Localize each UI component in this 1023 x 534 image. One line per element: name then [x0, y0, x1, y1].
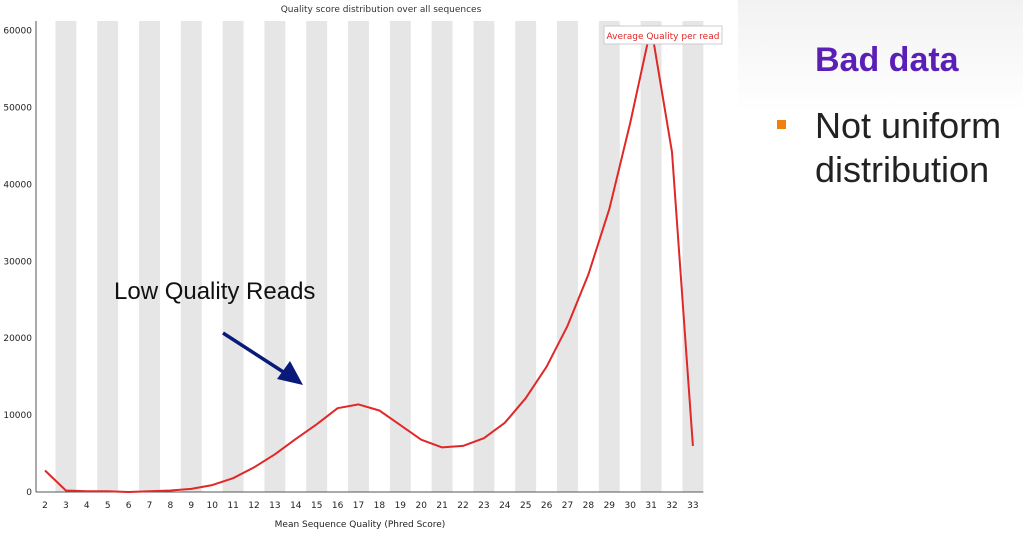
grid-band — [389, 21, 411, 492]
x-tick-label: 12 — [248, 501, 259, 511]
y-ticks: 0 10000 20000 30000 40000 50000 60000 — [3, 27, 32, 498]
x-tick-label: 20 — [415, 501, 427, 511]
grid-bands — [55, 21, 704, 492]
x-tick-label: 24 — [499, 501, 511, 511]
arrow-shaft — [222, 331, 289, 377]
x-tick-label: 6 — [126, 501, 132, 511]
grid-band — [222, 21, 244, 492]
grid-band — [348, 21, 369, 492]
annotation-arrow — [222, 331, 303, 385]
grid-band — [640, 21, 662, 492]
x-tick-label: 14 — [290, 501, 302, 511]
x-tick-label: 11 — [227, 501, 238, 511]
bullet-text: Not uniform distribution — [815, 105, 1002, 190]
x-tick-label: 10 — [206, 501, 218, 511]
x-ticks: 2 3 4 5 6 7 8 9 10 11 12 13 14 15 16 17 18 19 20 21 22 23 24 25… — [42, 501, 698, 511]
y-tick-label: 10000 — [3, 411, 32, 421]
bullet-marker — [777, 120, 786, 129]
annotation-low-quality-reads: Low Quality Reads — [114, 278, 316, 305]
x-tick-label: 26 — [541, 501, 553, 511]
legend: Average Quality per read — [603, 25, 723, 45]
grid-band — [515, 21, 537, 492]
y-tick-label: 50000 — [3, 104, 32, 114]
grid-band — [264, 21, 286, 492]
x-tick-label: 31 — [645, 501, 656, 511]
grid-band — [431, 21, 453, 492]
grid-band — [139, 21, 160, 492]
y-tick-label: 0 — [26, 488, 32, 498]
x-tick-label: 22 — [457, 501, 468, 511]
x-tick-label: 5 — [105, 501, 111, 511]
y-tick-label: 40000 — [3, 180, 32, 190]
x-tick-label: 32 — [666, 501, 677, 511]
x-tick-label: 15 — [311, 501, 322, 511]
x-tick-label: 7 — [147, 501, 153, 511]
x-tick-label: 3 — [63, 501, 69, 511]
header-background — [738, 0, 1023, 112]
slide-heading: Bad data — [815, 41, 959, 79]
x-tick-label: 8 — [168, 501, 174, 511]
x-tick-label: 23 — [478, 501, 489, 511]
x-tick-label: 29 — [604, 501, 616, 511]
series-line-average-quality — [44, 25, 694, 493]
x-tick-label: 30 — [624, 501, 636, 511]
x-tick-label: 18 — [374, 501, 386, 511]
x-tick-label: 17 — [353, 501, 364, 511]
x-tick-label: 4 — [84, 501, 90, 511]
x-tick-label: 16 — [332, 501, 344, 511]
x-tick-label: 2 — [42, 501, 48, 511]
x-tick-label: 13 — [269, 501, 280, 511]
legend-box — [603, 25, 723, 45]
x-tick-label: 9 — [188, 501, 194, 511]
grid-band — [306, 21, 328, 492]
y-tick-label: 20000 — [3, 334, 32, 344]
x-tick-label: 19 — [395, 501, 407, 511]
x-tick-label: 25 — [520, 501, 531, 511]
grid-band — [97, 21, 119, 492]
x-axis-label: Mean Sequence Quality (Phred Score) — [275, 520, 446, 530]
grid-band — [598, 21, 620, 492]
grid-band — [682, 21, 704, 492]
legend-entry: Average Quality per read — [607, 32, 720, 42]
grid-band — [180, 21, 202, 492]
x-tick-label: 28 — [583, 501, 595, 511]
chart-title: Quality score distribution over all sequ… — [281, 5, 482, 15]
x-tick-label: 27 — [562, 501, 573, 511]
x-tick-label: 33 — [687, 501, 698, 511]
grid-band — [557, 21, 578, 492]
arrow-head — [277, 361, 303, 385]
x-tick-label: 21 — [436, 501, 447, 511]
grid-band — [473, 21, 495, 492]
grid-band — [55, 21, 77, 492]
y-tick-label: 30000 — [3, 257, 32, 267]
y-tick-label: 60000 — [3, 27, 32, 37]
